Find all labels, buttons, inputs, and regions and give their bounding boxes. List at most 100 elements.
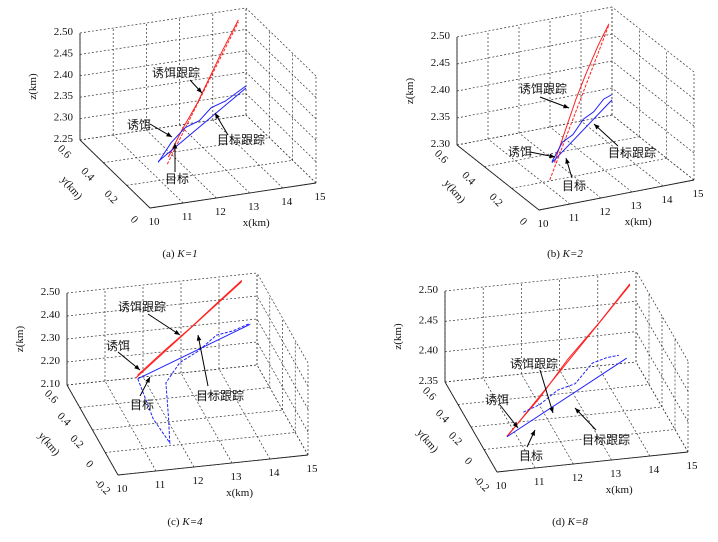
series-line-1 [553,23,610,163]
arrowhead-icon [565,158,570,164]
x-tick-label: 15 [687,460,699,472]
annotation-decoy: 诱饵 [485,393,510,407]
x-tick-label: 12 [572,472,583,484]
caption-label: (c) [167,516,180,528]
annotation-arrow [539,369,554,414]
annotation-target: 目标 [519,449,544,463]
x-axis [117,454,309,476]
series-line-3 [137,322,251,445]
z-tick-label: 2.50 [419,284,439,296]
x-tick-label: 11 [569,212,580,224]
grid-line [444,270,637,292]
plot-panel-a: 10 11 12 13 14 15 0 0.2 0.40.62.25 2.30 2.35 2.40 2.… [27,7,327,229]
annotation-target: 目标 [562,179,587,193]
grid-line [635,301,689,392]
z-tick-label: 2.40 [54,69,74,81]
grid-line [483,429,676,450]
z-tick-label: 2.40 [419,345,439,357]
series-line-3 [523,354,619,413]
caption-label: (b) [547,248,560,260]
grid-line [611,33,695,100]
grid-line [92,409,283,431]
annotation-decoy-track: 诱饵跟踪 [152,66,201,80]
x-tick-label: 14 [648,464,660,476]
grid-line [245,114,317,184]
grid-line [611,87,695,154]
arrowhead-icon [563,103,569,109]
annotation-target-track: 目标跟踪 [217,133,266,147]
z-tick-label: 2.30 [41,332,61,344]
annotation-target-track: 目标跟踪 [608,146,657,160]
y-tick-label: -0.2 [471,473,492,494]
arrowhead-icon [575,408,581,414]
y-tick-label: 0.4 [459,169,478,188]
grid-line [611,114,695,181]
series-line-1 [167,19,239,158]
grid-line [549,126,633,193]
x-tick-label: 15 [315,191,327,203]
grid-line [66,341,258,363]
grid-line [635,270,689,362]
grid-line [256,295,309,387]
x-tick-label: 10 [538,218,550,230]
grid-line [66,364,258,386]
z-tick-label: 2.20 [41,355,61,367]
grid-line [456,114,613,146]
series-line-0 [549,24,610,181]
annotation-decoy: 诱饵 [508,145,533,159]
grid-line [611,60,695,127]
x-tick-label: 12 [215,206,226,218]
z-tick-label: 2.35 [419,375,439,387]
x-axis-title: x(km) [625,216,652,228]
annotation-decoy: 诱饵 [127,118,152,132]
x-axis [496,451,689,473]
z-tick-label: 2.40 [431,84,451,96]
annotation-target-track: 目标跟踪 [196,389,245,403]
grid-line [559,369,612,461]
grid-line [521,373,574,465]
y-tick-label: 0 [83,458,96,471]
arrowhead-icon [196,335,202,341]
plot-panel-b: 10 11 12 13 14 15 0 0.2 0.4 0.62.30 2.35 2.40 2.45 2.… [404,6,704,230]
grid-line [444,331,637,353]
series-line-1 [506,283,631,437]
x-axis-title: x(km) [226,487,253,499]
z-tick-label: 2.10 [41,378,61,390]
x-tick-label: 11 [155,479,166,491]
grid-line [635,331,689,422]
y-tick-label: 0.6 [432,148,451,167]
grid-line [487,138,571,205]
caption-param: K=8 [567,516,588,528]
arrowhead-icon [549,407,554,413]
series-line-0 [166,21,239,165]
arrowhead-icon [196,87,202,93]
arrowhead-icon [166,132,172,137]
z-axis-title: z(km) [27,73,39,100]
grid-line [66,272,258,294]
arrowhead-icon [174,330,180,335]
y-tick-label: 0 [128,214,141,227]
grid-line [245,71,317,141]
y-tick-label: 0.2 [446,430,464,448]
x-tick-label: 14 [269,467,281,479]
grid-line [444,300,637,322]
caption-d: (d) K=8 [552,516,588,528]
y-tick-label: 0.2 [487,191,505,209]
grid-line [511,157,667,189]
z-axis-title: z(km) [404,78,416,105]
grid-line [142,376,195,468]
x-axis-title: x(km) [606,484,633,496]
z-tick-label: 2.25 [54,133,74,145]
annotation-decoy: 诱饵 [106,339,131,353]
z-tick-label: 2.45 [419,314,439,326]
x-tick-label: 11 [182,211,193,223]
y-tick-label: -0.2 [92,476,113,497]
arrowhead-icon [172,143,178,149]
z-tick-label: 2.50 [54,26,74,38]
z-tick-label: 2.50 [431,30,451,42]
x-tick-label: 12 [600,206,611,218]
grid-line [180,372,233,464]
annotation-decoy-track: 诱饵跟踪 [510,357,559,371]
caption-a: (a) K=1 [162,248,197,260]
